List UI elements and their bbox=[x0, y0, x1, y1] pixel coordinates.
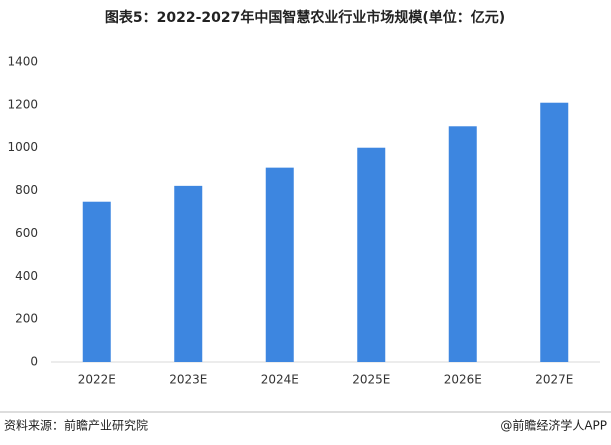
bar bbox=[540, 102, 569, 362]
bar bbox=[357, 147, 386, 362]
y-tick-label: 600 bbox=[15, 226, 38, 240]
bar bbox=[265, 167, 294, 362]
x-tick-label: 2025E bbox=[352, 373, 390, 387]
y-tick-label: 1200 bbox=[7, 97, 38, 111]
x-tick-label: 2027E bbox=[535, 373, 573, 387]
credit: @前瞻经济学人APP bbox=[500, 418, 607, 433]
y-tick-label: 800 bbox=[15, 183, 38, 197]
x-tick-label: 2024E bbox=[261, 373, 299, 387]
y-tick-label: 200 bbox=[15, 312, 38, 326]
bar bbox=[448, 126, 477, 363]
source: 资料来源：前瞻产业研究院 bbox=[4, 418, 148, 433]
x-tick-label: 2022E bbox=[78, 373, 116, 387]
chart-title: 图表5：2022-2027年中国智慧农业行业市场规模(单位：亿元) bbox=[105, 9, 505, 26]
y-tick-label: 400 bbox=[15, 269, 38, 283]
y-tick-label: 1400 bbox=[7, 55, 38, 69]
y-tick-label: 0 bbox=[30, 355, 38, 369]
x-tick-label: 2023E bbox=[169, 373, 207, 387]
y-tick-label: 1000 bbox=[7, 140, 38, 154]
bar bbox=[174, 185, 203, 362]
x-tick-label: 2026E bbox=[444, 373, 482, 387]
bar bbox=[82, 201, 111, 362]
